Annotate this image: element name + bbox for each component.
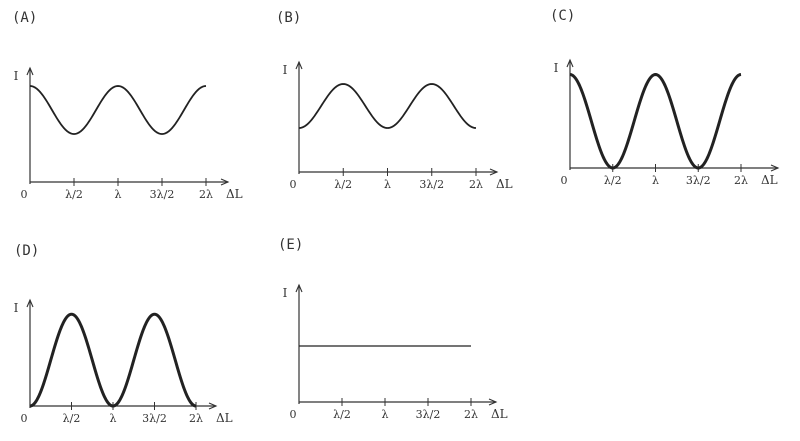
origin-label-b: 0 — [290, 178, 297, 191]
x-axis-label-a: ΔL — [226, 187, 243, 201]
y-axis-arrow-a — [26, 66, 34, 76]
panel-label-b: (B) — [276, 10, 302, 26]
panel-label-d: (D) — [14, 243, 40, 259]
x-tick-label-b-1: λ — [384, 178, 391, 191]
intensity-curve-d — [29, 312, 197, 408]
intensity-curve-a — [29, 85, 207, 135]
y-axis-arrow-d — [26, 298, 34, 308]
x-axis-arrow-e — [488, 398, 498, 406]
x-tick-label-a-0: λ/2 — [65, 188, 83, 201]
x-tick-label-c-1: λ — [652, 174, 659, 187]
x-tick-label-d-0: λ/2 — [63, 412, 81, 425]
x-axis-arrow-c — [770, 164, 780, 172]
x-axis-arrow-a — [220, 178, 230, 186]
x-tick-label-e-1: λ — [382, 408, 389, 421]
x-tick-label-e-0: λ/2 — [333, 408, 351, 421]
panel-label-e: (E) — [278, 237, 304, 253]
x-axis-label-b: ΔL — [496, 177, 513, 191]
y-axis-arrow-b — [295, 60, 303, 70]
x-axis-arrow-d — [208, 402, 218, 410]
x-tick-label-d-3: 2λ — [189, 412, 203, 425]
x-tick-label-b-3: 2λ — [469, 178, 483, 191]
y-axis-arrow-e — [295, 283, 303, 293]
x-axis-label-e: ΔL — [491, 407, 508, 421]
x-tick-label-c-0: λ/2 — [604, 174, 622, 187]
x-tick-label-d-1: λ — [110, 412, 117, 425]
origin-label-c: 0 — [561, 174, 568, 187]
x-tick-label-c-2: 3λ/2 — [686, 174, 711, 187]
x-tick-label-a-1: λ — [115, 188, 122, 201]
origin-label-a: 0 — [21, 188, 28, 201]
x-tick-label-e-3: 2λ — [464, 408, 478, 421]
x-axis-arrow-b — [489, 168, 499, 176]
x-axis-label-d: ΔL — [216, 411, 233, 425]
y-axis-label-e: I — [283, 286, 288, 300]
x-tick-label-a-2: 3λ/2 — [150, 188, 175, 201]
y-axis-label-d: I — [14, 301, 19, 315]
x-tick-label-a-3: 2λ — [199, 188, 213, 201]
x-tick-label-e-2: 3λ/2 — [416, 408, 441, 421]
x-axis-label-c: ΔL — [761, 173, 778, 187]
x-tick-label-b-2: 3λ/2 — [419, 178, 444, 191]
origin-label-d: 0 — [21, 412, 28, 425]
y-axis-arrow-c — [566, 58, 574, 68]
y-axis-label-c: I — [554, 61, 559, 75]
panel-label-c: (C) — [550, 8, 576, 24]
x-tick-label-d-2: 3λ/2 — [142, 412, 167, 425]
intensity-curve-c — [569, 73, 742, 170]
x-tick-label-c-3: 2λ — [734, 174, 748, 187]
y-axis-label-a: I — [14, 69, 19, 83]
origin-label-e: 0 — [290, 408, 297, 421]
intensity-curve-b — [298, 83, 477, 129]
x-tick-label-b-0: λ/2 — [334, 178, 352, 191]
y-axis-label-b: I — [283, 63, 288, 77]
panel-label-a: (A) — [12, 10, 38, 26]
